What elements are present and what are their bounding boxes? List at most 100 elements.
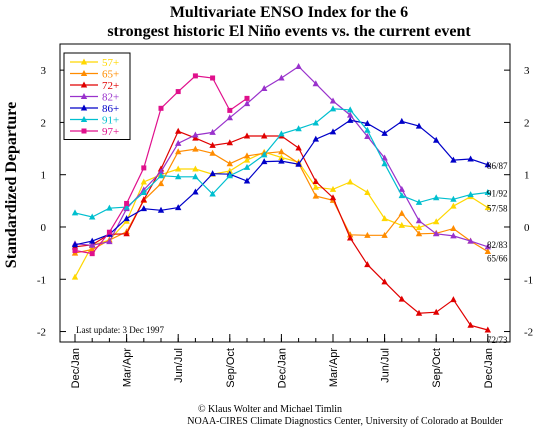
data-point [484, 243, 491, 250]
data-point [364, 133, 371, 140]
data-point [295, 125, 302, 132]
data-point [415, 224, 423, 231]
data-point [450, 225, 457, 232]
legend-label: 91+ [102, 115, 119, 127]
data-point [278, 157, 285, 164]
data-point [415, 230, 423, 237]
data-point [347, 231, 354, 238]
data-point [467, 321, 474, 328]
legend-label: 82+ [102, 92, 119, 104]
data-point [398, 221, 405, 228]
data-point [329, 128, 337, 135]
data-point [227, 107, 233, 113]
data-point [347, 178, 354, 185]
y-tick-label-right: 3 [524, 65, 530, 77]
data-point [415, 217, 423, 224]
chart-title-line-1: Multivariate ENSO Index for the 6 [170, 4, 408, 21]
data-point [140, 205, 147, 212]
y-tick-label-left: 3 [41, 65, 47, 77]
data-point [484, 248, 491, 255]
y-tick-label-left: 2 [41, 117, 47, 129]
x-tick-label: Sep/Oct [225, 348, 237, 388]
data-point [226, 172, 233, 179]
data-point [364, 188, 371, 195]
y-tick-label-left: 0 [41, 222, 47, 234]
data-point [433, 218, 440, 225]
data-point [243, 156, 251, 163]
end-label: 91/92 [487, 188, 508, 198]
data-point [398, 185, 405, 192]
data-point [192, 134, 199, 141]
data-point [72, 248, 78, 254]
data-point [484, 161, 491, 168]
data-point [364, 126, 371, 133]
data-point [141, 165, 147, 171]
data-point [140, 178, 147, 185]
x-tick-label: Jun/Jul [173, 348, 185, 383]
data-point [329, 97, 337, 104]
data-point [312, 119, 319, 126]
data-point [106, 204, 113, 211]
data-point [450, 195, 457, 202]
data-point [158, 105, 164, 111]
legend-marker [80, 116, 88, 122]
y-tick-label-right: -2 [524, 327, 533, 339]
data-point [433, 308, 440, 315]
data-point [89, 237, 96, 244]
data-point [398, 209, 405, 216]
data-point [226, 114, 233, 121]
data-point [243, 152, 251, 159]
data-point [89, 241, 96, 248]
data-point [192, 188, 199, 195]
data-point [209, 128, 216, 135]
legend: 57+65+72+82+86+91+97+ [63, 52, 131, 140]
data-point [209, 149, 216, 156]
data-point [381, 278, 388, 285]
data-point [467, 237, 474, 244]
data-point [450, 296, 457, 303]
credit-authors: © Klaus Wolter and Michael Timlin [198, 404, 342, 415]
data-point [467, 191, 474, 198]
legend-label: 72+ [102, 80, 119, 92]
data-point [398, 192, 405, 199]
legend-marker [80, 58, 88, 65]
legend-label: 57+ [102, 57, 119, 69]
data-point [450, 156, 457, 163]
data-point [381, 215, 388, 222]
data-point [295, 144, 302, 151]
data-point [450, 232, 457, 239]
data-point [175, 89, 181, 95]
data-point [106, 238, 113, 245]
data-point [295, 160, 302, 167]
data-point [381, 231, 388, 238]
x-tick-label: Dec/Jan [276, 348, 288, 388]
data-point [226, 160, 233, 167]
x-axis: Dec/Jan Mar/Apr Jun/Jul Sep/Oct Dec/Jan Mar/A… [70, 334, 495, 388]
data-point [381, 160, 388, 167]
data-point [278, 130, 285, 137]
plot-frame [59, 43, 511, 343]
data-point [278, 74, 285, 81]
data-point [140, 196, 147, 203]
data-point [175, 173, 182, 180]
data-point [312, 80, 319, 87]
y-tick-label-right: 1 [524, 170, 530, 182]
end-label: 86/87 [487, 161, 508, 171]
data-point [364, 231, 371, 238]
x-tick-label: Mar/Apr [328, 348, 340, 387]
data-point [484, 326, 491, 333]
x-tick-label: Dec/Jan [70, 348, 82, 388]
data-point [415, 309, 423, 316]
data-point [157, 168, 165, 175]
data-point [415, 198, 423, 205]
series-97 [72, 73, 250, 257]
data-point [364, 261, 371, 268]
data-point [123, 215, 130, 222]
y-axis-right: -2 -1 0 1 2 3 [504, 65, 533, 339]
data-point [192, 73, 198, 79]
y-tick-label-left: -1 [37, 274, 46, 286]
data-point [192, 173, 199, 180]
legend-marker [80, 70, 88, 76]
data-point [450, 202, 457, 209]
